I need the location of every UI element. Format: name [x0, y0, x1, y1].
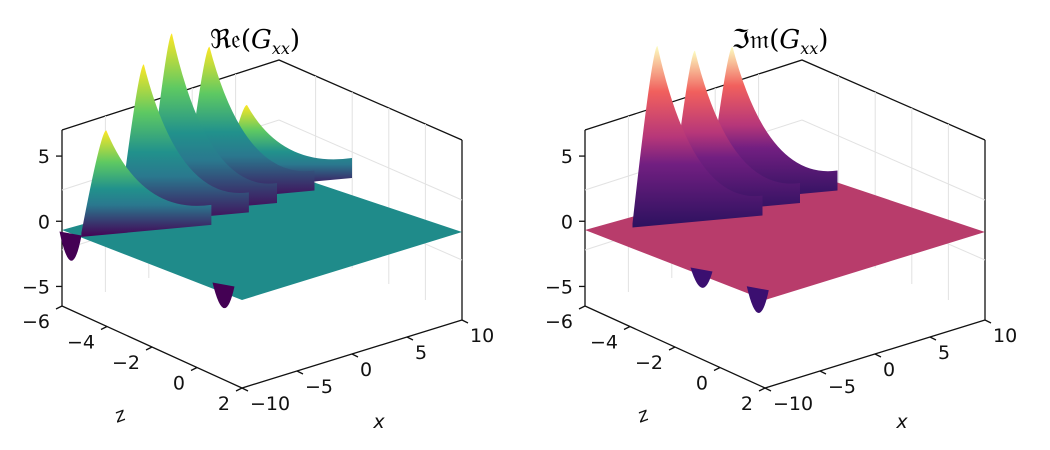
surface-peak [632, 46, 763, 228]
axes-real: 5 0 −5 2 0 −2 −4 −6 −10 −5 0 5 10 z x [22, 33, 494, 433]
x-tick-label: 0 [360, 359, 372, 381]
v-tick-label: 0 [561, 211, 573, 233]
z-axis-label: z [111, 403, 130, 428]
x-tick-label: 5 [938, 342, 950, 364]
z-axis-label: z [634, 403, 653, 428]
z-tick-label: −4 [590, 332, 618, 354]
x-tick-label: 10 [470, 325, 494, 347]
panel-real: ℜ𝔢(Gxx) 5 0 −5 2 0 −2 −4 −6 −10 −5 0 5 10 z x [22, 25, 494, 433]
z-tick-label: 2 [218, 393, 230, 415]
z-tick-label: −2 [112, 352, 140, 374]
surface-trough [746, 286, 769, 314]
chart-title-real: ℜ𝔢(Gxx) [210, 25, 300, 58]
z-tick-label: 2 [741, 393, 753, 415]
x-axis-label: x [372, 411, 385, 433]
z-tick-label: −4 [67, 332, 95, 354]
x-tick-label: 10 [993, 325, 1017, 347]
axes-imag: 5 0 −5 2 0 −2 −4 −6 −10 −5 0 5 10 z x [545, 46, 1017, 433]
surface-trough [59, 231, 82, 261]
z-tick-label: −6 [545, 311, 573, 333]
surface-trough [690, 267, 713, 288]
x-tick-label: 0 [883, 359, 895, 381]
panel-imag: ℑ𝔪(Gxx) 5 0 −5 2 0 −2 −4 −6 −10 −5 0 5 10 z x [545, 25, 1017, 433]
x-tick-label: −10 [773, 393, 813, 415]
x-axis-label: x [895, 411, 908, 433]
surface-peak [118, 64, 249, 225]
z-tick-label: −6 [22, 311, 50, 333]
z-tick-label: 0 [173, 373, 185, 395]
surface-peak [81, 130, 212, 237]
x-tick-label: −5 [828, 376, 856, 398]
v-tick-label: −5 [545, 276, 573, 298]
surface-trough [212, 282, 235, 309]
z-tick-label: 0 [696, 373, 708, 395]
chart-title-imag: ℑ𝔪(Gxx) [732, 25, 829, 58]
x-tick-label: −10 [250, 393, 290, 415]
z-tick-label: −2 [635, 352, 663, 374]
x-tick-label: −5 [305, 376, 333, 398]
surface [59, 33, 462, 309]
v-tick-label: 5 [38, 146, 50, 168]
v-tick-label: −5 [22, 276, 50, 298]
x-tick-label: 5 [415, 342, 427, 364]
v-tick-label: 5 [561, 146, 573, 168]
surface [585, 46, 985, 314]
v-tick-label: 0 [38, 211, 50, 233]
